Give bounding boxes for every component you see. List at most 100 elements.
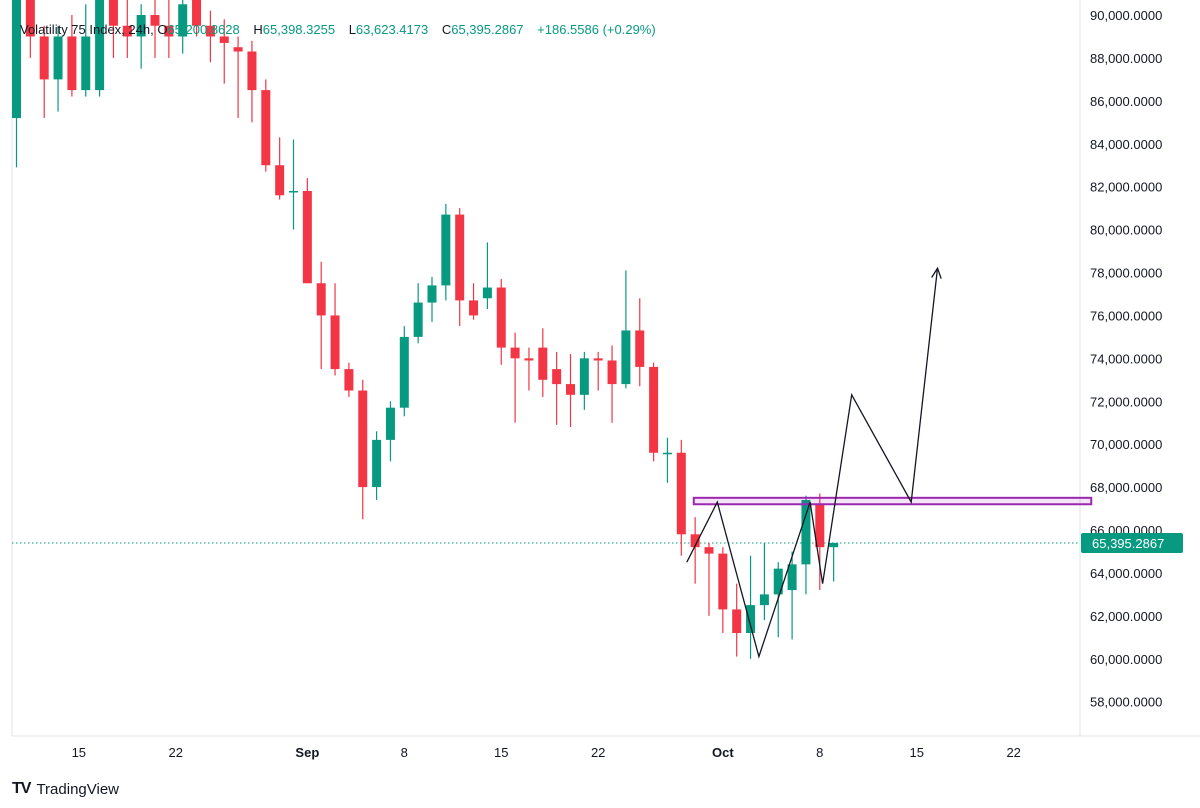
candle-body [746,605,756,634]
candle-body [829,542,839,548]
y-tick-label: 58,000.0000 [1090,695,1162,710]
drawing-annotations[interactable] [686,266,1093,659]
candle-body [579,358,589,395]
candle-body [427,285,437,303]
candle-body [566,384,575,395]
y-tick-label: 68,000.0000 [1090,480,1162,495]
legend-symbol[interactable]: Volatility 75 Index, 24h, [20,22,154,37]
candle-body [95,0,105,91]
candle-body [122,25,132,37]
candle-body [552,369,562,385]
legend-high-label: H [253,22,263,37]
candle-body [662,452,672,455]
y-tick-label: 74,000.0000 [1090,351,1162,366]
x-tick-label: Oct [712,745,734,760]
candle-body [635,330,645,367]
candle-body [718,553,728,610]
tradingview-wordmark: TradingView [36,780,119,798]
symbol-legend[interactable]: Volatility 75 Index, 24h, O65,200.8628 H… [20,22,666,37]
current-price-tag: 65,395.2867 [1081,532,1183,553]
x-tick-label: 22 [169,745,183,760]
y-tick-label: 78,000.0000 [1090,266,1162,281]
projection-path-line [686,268,939,659]
y-tick-label: 70,000.0000 [1090,437,1162,452]
x-tick-label: Sep [295,745,319,760]
candle-body [164,25,174,37]
candle-body [482,287,492,299]
candle-body [524,358,534,361]
candle-body [690,534,700,548]
legend-low-value: 63,623.4173 [355,22,429,37]
x-tick-label: 8 [816,745,823,760]
y-tick-label: 80,000.0000 [1090,223,1162,238]
candle-body [205,25,215,37]
x-tick-label: 8 [401,745,408,760]
candle-body [441,214,451,286]
candle-body [136,15,146,37]
candle-body [621,330,631,385]
time-axis[interactable]: 15 22 Sep 8 15 22 Oct 8 15 22 [72,745,1021,760]
candle-body [593,358,603,361]
candle-body [12,0,21,119]
y-tick-label: 82,000.0000 [1090,180,1162,195]
legend-open-value: 65,200.8628 [167,22,240,37]
candle-body [150,15,160,26]
legend-change: +186.5586 (+0.29%) [537,22,656,37]
candle-body [676,452,686,535]
candle-body [275,165,285,196]
candle-body [538,347,548,380]
candle-body [759,594,769,606]
candle-body [219,36,229,43]
current-price-tag-label: 65,395.2867 [1092,536,1164,551]
price-axis[interactable]: 58,000.0000 60,000.0000 62,000.0000 64,000.… [1090,8,1162,710]
y-tick-label: 62,000.0000 [1090,609,1162,624]
candle-body [81,36,91,91]
candle-body [289,190,298,193]
grid-lines [11,0,1200,737]
legend-open-label: O [157,22,168,37]
x-tick-label: 22 [1006,745,1020,760]
candle-body [801,499,811,565]
legend-close-label: C [441,22,452,37]
candle-body [316,283,326,316]
candle-body [344,369,354,391]
y-tick-label: 72,000.0000 [1090,394,1162,409]
legend-close-value: 65,395.2867 [451,22,524,37]
candle-body [455,214,465,301]
candle-body [53,36,63,80]
y-tick-label: 86,000.0000 [1090,94,1162,109]
candle-body [704,547,714,554]
x-tick-label: 22 [591,745,605,760]
candle-body [469,300,479,316]
candle-body [732,609,742,634]
candlestick-series [12,0,839,659]
resistance-zone-rectangle [692,496,1093,506]
candle-body [39,36,49,80]
x-tick-label: 15 [910,745,924,760]
legend-low-label: L [348,22,356,37]
candle-body [25,0,35,37]
y-tick-label: 84,000.0000 [1090,137,1162,152]
candle-body [178,4,188,37]
candle-body [358,390,368,488]
candle-body [815,504,825,548]
y-tick-label: 90,000.0000 [1090,8,1162,23]
x-tick-label: 15 [72,745,86,760]
y-tick-label: 60,000.0000 [1090,652,1162,667]
candle-body [787,564,797,591]
y-tick-label: 88,000.0000 [1090,51,1162,66]
candle-body [649,366,659,453]
x-tick-label: 15 [494,745,508,760]
candle-body [399,336,409,408]
candle-body [385,407,395,440]
candle-body [261,90,271,166]
candle-body [773,568,783,595]
y-tick-label: 64,000.0000 [1090,566,1162,581]
current-price-tag-box [1081,532,1183,553]
candle-body [302,190,312,284]
tradingview-branding[interactable]: TV TradingView [12,780,119,798]
candle-body [413,302,423,337]
y-tick-label: 76,000.0000 [1090,308,1162,323]
legend-high-value: 65,398.3255 [262,22,336,37]
